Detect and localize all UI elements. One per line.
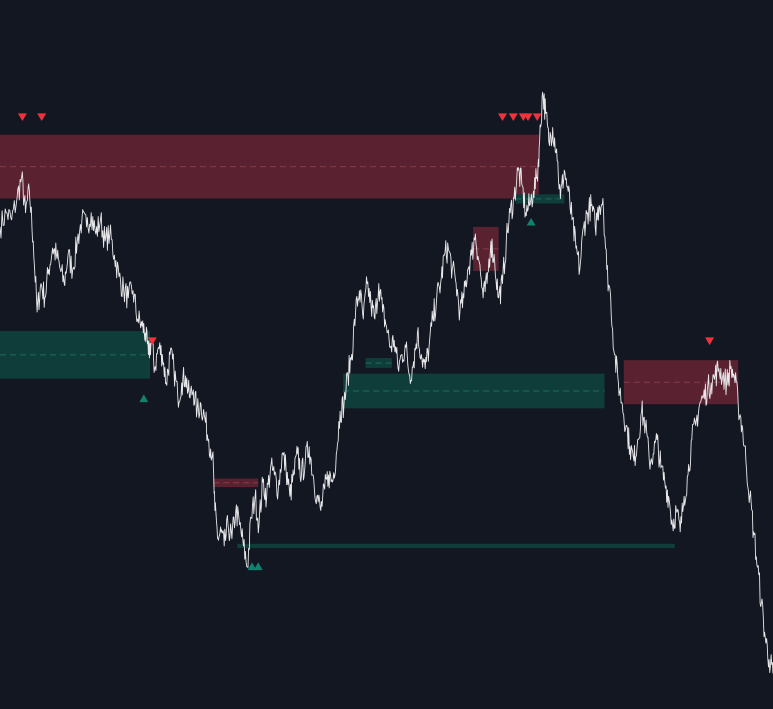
signal-markers-layer [17, 113, 715, 571]
sell-signal-marker-7 [147, 337, 157, 346]
sell-signal-marker-8 [705, 337, 715, 346]
sell-signal-marker-1 [37, 113, 47, 121]
zone-midlines-layer [0, 166, 739, 484]
sell-signal-marker-5 [523, 113, 533, 121]
price-series-layer [0, 91, 773, 674]
sell-signal-marker-0 [17, 113, 27, 121]
sell-signal-marker-3 [508, 113, 518, 121]
sell-signal-marker-2 [498, 113, 507, 121]
sell-signal-marker-6 [532, 113, 542, 121]
price-series-line-0 [0, 91, 773, 674]
supply-zone-0 [0, 134, 539, 199]
buy-signal-marker-11 [253, 562, 263, 571]
buy-signal-marker-9 [139, 394, 149, 403]
demand-zone-8 [237, 543, 675, 549]
buy-signal-marker-12 [526, 217, 536, 226]
buy-signal-marker-10 [247, 562, 257, 571]
